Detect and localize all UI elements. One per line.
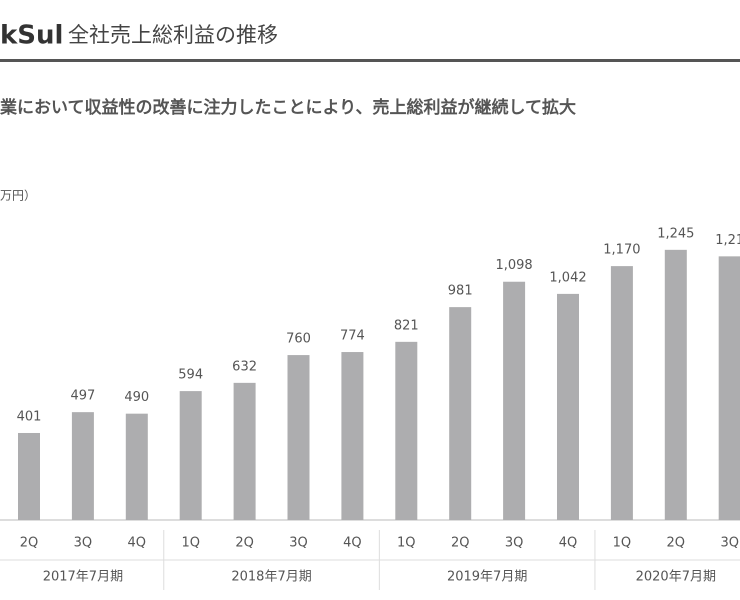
value-label: 821 xyxy=(394,318,419,333)
bar xyxy=(718,256,740,520)
bar xyxy=(395,341,418,520)
value-label: 401 xyxy=(17,409,42,424)
x-tick-label: 3Q xyxy=(74,536,93,551)
x-tick-label: 1Q xyxy=(397,536,416,551)
x-tick-label: 2Q xyxy=(667,536,686,551)
value-label: 490 xyxy=(124,390,149,405)
x-tick-label: 3Q xyxy=(505,536,524,551)
bar xyxy=(287,355,310,520)
x-tick-label: 3Q xyxy=(720,536,739,551)
group-label: 2020年7月期 xyxy=(636,570,716,585)
x-tick-label: 4Q xyxy=(343,536,362,551)
bar xyxy=(341,352,364,520)
value-label: 594 xyxy=(178,368,203,383)
x-tick-label: 1Q xyxy=(181,536,200,551)
subtitle: 業において収益性の改善に注力したことにより、売上総利益が継続して拡大 xyxy=(0,97,576,118)
bar xyxy=(503,281,526,520)
bar xyxy=(610,266,633,520)
x-tick-label: 2Q xyxy=(451,536,470,551)
group-label: 2017年7月期 xyxy=(43,570,123,585)
header-rule xyxy=(0,59,740,62)
bar xyxy=(233,382,256,520)
value-label: 1,21 xyxy=(715,233,740,248)
bar xyxy=(557,293,579,520)
value-label: 1,042 xyxy=(549,270,586,285)
value-label: 1,170 xyxy=(603,243,640,258)
value-label: 632 xyxy=(232,359,257,374)
bar xyxy=(449,307,472,520)
logo: kSul xyxy=(0,21,63,51)
x-tick-label: 1Q xyxy=(613,536,632,551)
value-label: 981 xyxy=(448,284,473,299)
unit-label: 万円） xyxy=(0,189,36,203)
bar xyxy=(71,412,94,520)
x-tick-label: 4Q xyxy=(128,536,147,551)
bar xyxy=(18,432,40,520)
bar xyxy=(664,249,687,520)
group-label: 2018年7月期 xyxy=(231,570,311,585)
value-label: 760 xyxy=(286,332,311,347)
bar xyxy=(125,413,148,520)
value-label: 497 xyxy=(70,389,95,404)
slide-title: 全社売上総利益の推移 xyxy=(68,23,278,47)
group-label: 2019年7月期 xyxy=(447,570,527,585)
x-tick-label: 3Q xyxy=(289,536,308,551)
x-tick-label: 2Q xyxy=(20,536,39,551)
value-label: 1,245 xyxy=(657,226,694,241)
value-label: 774 xyxy=(340,329,365,344)
bar xyxy=(179,391,202,520)
value-label: 1,098 xyxy=(495,258,532,273)
x-tick-label: 4Q xyxy=(559,536,578,551)
x-tick-label: 2Q xyxy=(235,536,254,551)
